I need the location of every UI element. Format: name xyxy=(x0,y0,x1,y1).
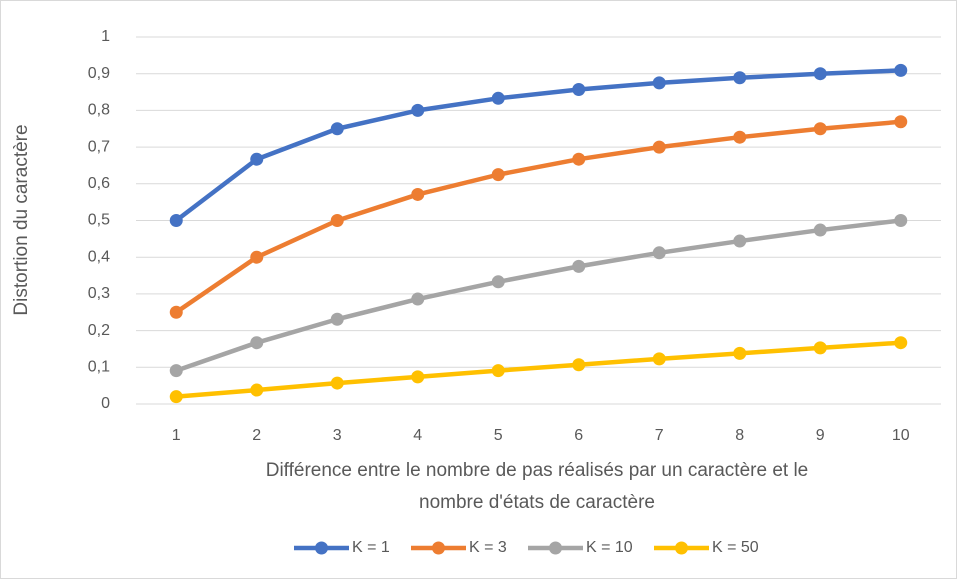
y-axis-title: Distortion du caractère xyxy=(11,124,32,315)
data-point xyxy=(652,352,666,366)
data-point xyxy=(733,71,747,85)
x-tick-label: 9 xyxy=(816,427,825,444)
y-tick-label: 0,9 xyxy=(88,65,110,82)
legend-label: K = 1 xyxy=(352,539,390,556)
y-tick-label: 0,1 xyxy=(88,359,110,376)
data-point xyxy=(813,341,827,355)
data-point xyxy=(491,168,505,182)
x-tick-label: 8 xyxy=(735,427,744,444)
y-tick-label: 0,2 xyxy=(88,322,110,339)
data-point xyxy=(411,292,425,306)
data-point xyxy=(733,346,747,360)
data-point xyxy=(491,364,505,378)
data-point xyxy=(572,82,586,96)
data-point xyxy=(250,250,264,264)
x-tick-label: 3 xyxy=(333,427,342,444)
legend-marker xyxy=(432,541,445,555)
data-point xyxy=(169,390,183,404)
series-line xyxy=(174,119,901,315)
x-tick-label: 10 xyxy=(892,427,910,444)
x-axis-title: Différence entre le nombre de pas réalis… xyxy=(266,460,809,481)
y-tick-label: 1 xyxy=(101,28,110,45)
data-point xyxy=(411,103,425,117)
data-point xyxy=(169,305,183,319)
data-point xyxy=(330,122,344,136)
x-tick-label: 5 xyxy=(494,427,503,444)
legend-marker xyxy=(315,541,328,555)
legend-label: K = 3 xyxy=(469,539,507,556)
series-line xyxy=(175,218,902,373)
data-point xyxy=(652,76,666,90)
data-point xyxy=(169,214,183,227)
data-point xyxy=(894,336,908,350)
data-point xyxy=(491,275,505,289)
legend-label: K = 50 xyxy=(712,539,759,556)
data-point xyxy=(169,364,183,378)
x-tick-label: 2 xyxy=(252,427,261,444)
data-point xyxy=(330,312,344,326)
x-tick-label: 6 xyxy=(574,427,583,444)
series-line xyxy=(174,68,901,223)
data-point xyxy=(572,259,586,273)
y-tick-label: 0,7 xyxy=(88,138,110,155)
y-tick-label: 0,3 xyxy=(88,285,110,302)
x-tick-label: 4 xyxy=(413,427,422,444)
legend-label: K = 10 xyxy=(586,539,633,556)
data-point xyxy=(572,358,586,372)
data-point xyxy=(733,130,747,144)
data-point xyxy=(250,336,264,350)
data-point xyxy=(411,187,425,201)
legend-marker xyxy=(549,541,562,555)
data-point xyxy=(733,234,747,248)
y-tick-label: 0,8 xyxy=(88,102,110,119)
data-point xyxy=(491,91,505,105)
data-point xyxy=(652,140,666,154)
data-point xyxy=(894,115,908,129)
x-tick-label: 7 xyxy=(655,427,664,444)
x-tick-label: 1 xyxy=(172,427,181,444)
data-point xyxy=(250,152,264,166)
y-tick-label: 0,5 xyxy=(88,212,110,229)
data-point xyxy=(330,214,344,227)
data-point xyxy=(813,67,827,81)
data-point xyxy=(572,152,586,166)
y-tick-label: 0 xyxy=(101,395,110,412)
data-point xyxy=(894,63,908,77)
data-point xyxy=(894,214,908,227)
series-line xyxy=(176,340,901,399)
data-point xyxy=(652,246,666,260)
data-point xyxy=(250,383,264,397)
y-tick-label: 0,4 xyxy=(88,248,110,265)
legend-marker xyxy=(675,541,688,555)
data-point xyxy=(330,376,344,390)
data-point xyxy=(411,370,425,384)
data-point xyxy=(813,223,827,237)
data-point xyxy=(813,122,827,136)
y-tick-label: 0,6 xyxy=(88,175,110,192)
x-axis-title: nombre d'états de caractère xyxy=(419,492,655,513)
